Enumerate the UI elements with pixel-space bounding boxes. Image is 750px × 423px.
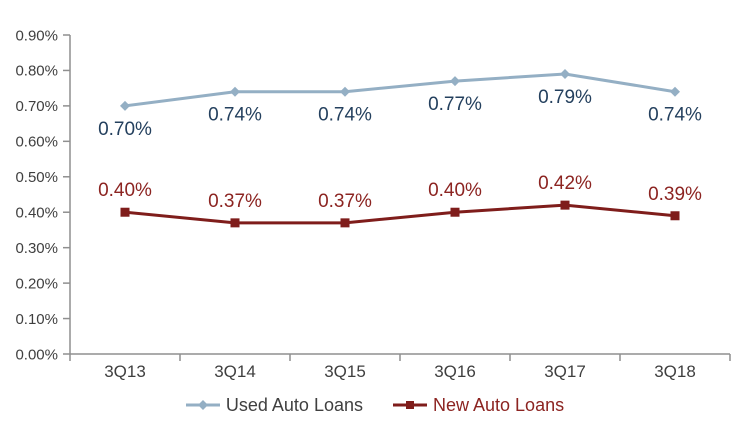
chart-legend: Used Auto Loans New Auto Loans bbox=[0, 388, 750, 422]
y-axis-tick-label: 0.20% bbox=[15, 275, 58, 292]
data-label-new-auto-loans: 0.40% bbox=[428, 180, 482, 201]
data-point-square-new-auto-loans bbox=[560, 200, 570, 210]
data-label-used-auto-loans: 0.79% bbox=[538, 87, 592, 108]
series-line-new-auto-loans bbox=[123, 203, 677, 225]
x-axis-category-label: 3Q16 bbox=[434, 362, 476, 381]
y-axis-tick-label: 0.30% bbox=[15, 240, 58, 257]
y-axis-tick-label: 0.80% bbox=[15, 63, 58, 80]
data-label-new-auto-loans: 0.40% bbox=[98, 180, 152, 201]
data-label-new-auto-loans: 0.42% bbox=[538, 173, 592, 194]
data-point-square-new-auto-loans bbox=[450, 207, 460, 217]
x-axis-category-label: 3Q13 bbox=[104, 362, 146, 381]
y-axis-tick-label: 0.50% bbox=[15, 169, 58, 186]
new-auto-loans-line-sample-icon bbox=[393, 401, 427, 409]
data-label-new-auto-loans: 0.39% bbox=[648, 184, 702, 205]
legend-sample-diamond-used-auto-loans bbox=[197, 400, 208, 410]
legend-item-used-auto-loans: Used Auto Loans bbox=[185, 394, 363, 416]
data-point-diamond-used-auto-loans bbox=[560, 68, 570, 79]
data-point-diamond-used-auto-loans bbox=[120, 100, 130, 111]
y-axis-tick-label: 0.40% bbox=[15, 204, 58, 221]
data-label-used-auto-loans: 0.74% bbox=[208, 105, 262, 126]
y-axis-tick-label: 0.10% bbox=[15, 311, 58, 328]
legend-label-used-auto-loans: Used Auto Loans bbox=[225, 394, 363, 415]
y-axis-tick-label: 0.60% bbox=[15, 134, 58, 151]
data-point-square-new-auto-loans bbox=[120, 207, 130, 217]
legend-sample-square-new-auto-loans bbox=[406, 401, 414, 409]
data-point-square-new-auto-loans bbox=[340, 218, 350, 228]
used-auto-loans-line-sample-icon bbox=[185, 400, 220, 410]
legend-label-new-auto-loans: New Auto Loans bbox=[433, 394, 565, 415]
data-label-used-auto-loans: 0.70% bbox=[98, 119, 152, 140]
data-point-square-new-auto-loans bbox=[670, 211, 680, 221]
data-label-new-auto-loans: 0.37% bbox=[318, 191, 372, 212]
x-axis-category-label: 3Q14 bbox=[214, 362, 256, 381]
data-point-diamond-used-auto-loans bbox=[450, 76, 460, 87]
data-label-used-auto-loans: 0.74% bbox=[318, 105, 372, 126]
y-axis-tick-label: 0.70% bbox=[15, 98, 58, 115]
y-axis-tick-label: 0.00% bbox=[15, 346, 58, 363]
data-label-used-auto-loans: 0.74% bbox=[648, 105, 702, 126]
data-point-diamond-used-auto-loans bbox=[670, 86, 680, 97]
data-point-square-new-auto-loans bbox=[230, 218, 240, 228]
y-axis-tick-label: 0.90% bbox=[15, 27, 58, 44]
line-chart-plot-area: 0.00% 0.10% 0.20% 0.30% 0.40% 0.50% 0.60% 0.70%… bbox=[15, 27, 731, 381]
data-label-used-auto-loans: 0.77% bbox=[428, 94, 482, 115]
data-point-diamond-used-auto-loans bbox=[340, 86, 350, 97]
x-axis-category-label: 3Q15 bbox=[324, 362, 366, 381]
series-line-used-auto-loans bbox=[123, 72, 677, 108]
data-label-new-auto-loans: 0.37% bbox=[208, 191, 262, 212]
data-point-diamond-used-auto-loans bbox=[230, 86, 240, 97]
x-axis-category-label: 3Q17 bbox=[544, 362, 586, 381]
x-axis-category-label: 3Q18 bbox=[654, 362, 696, 381]
legend-item-new-auto-loans: New Auto Loans bbox=[393, 395, 564, 416]
